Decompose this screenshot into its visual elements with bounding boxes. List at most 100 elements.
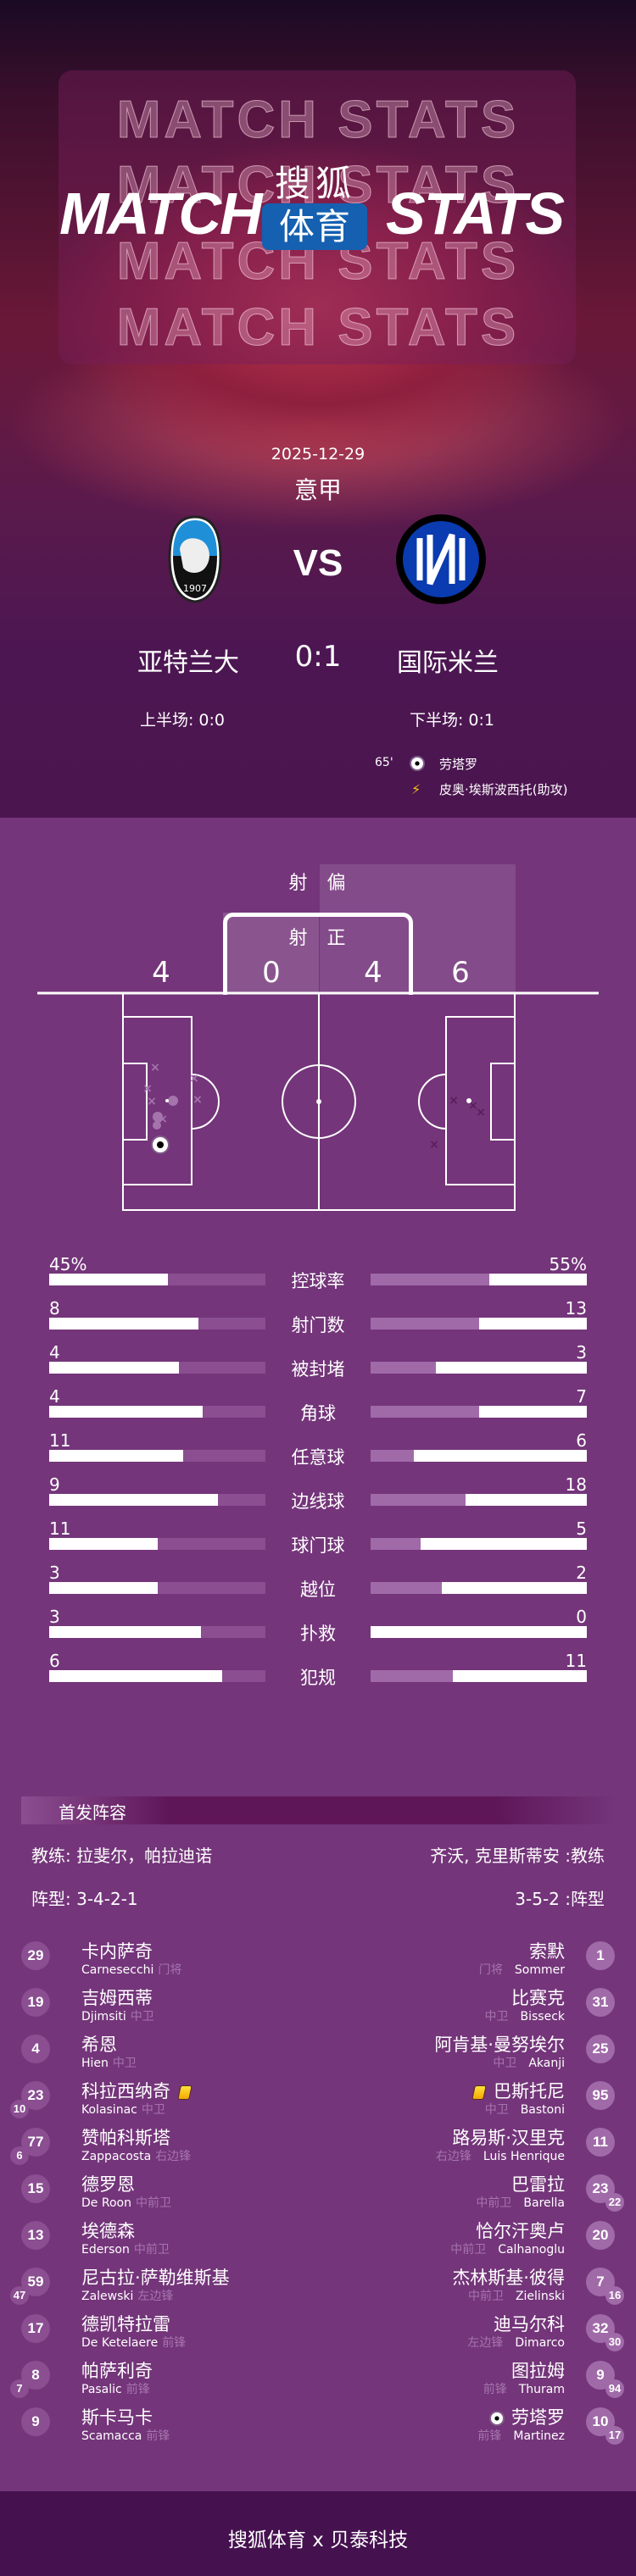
home-stat-value: 11 — [49, 1430, 71, 1451]
player-position: 前锋 — [477, 2429, 502, 2443]
player-latin-name: Djimsiti — [81, 2010, 126, 2024]
player-name-en: Scamacca 前锋 — [81, 2429, 170, 2443]
player-name-cn: 德罗恩 — [81, 2174, 135, 2195]
player-latin-name: Martinez — [513, 2429, 565, 2443]
player-latin-name: Hien — [81, 2057, 109, 2070]
first-half-score: 上半场: 0:0 — [139, 711, 226, 730]
substitute-number: 22 — [605, 2193, 624, 2212]
player-row[interactable]: 59 47 尼古拉·萨勒维斯基 Zalewski 左边锋 — [0, 2268, 636, 2312]
vs-label: VS — [293, 542, 343, 584]
player-name-en: De Roon 中前卫 — [81, 2196, 171, 2210]
ghost-title: MATCH STATS — [116, 298, 520, 358]
player-name-cn: 迪马尔科 — [494, 2314, 565, 2334]
svg-text:1907: 1907 — [183, 583, 207, 594]
player-latin-name: Barella — [523, 2196, 565, 2210]
player-row[interactable]: 4 希恩 Hien 中卫 — [0, 2035, 636, 2079]
player-row[interactable]: 17 德凯特拉雷 De Ketelaere 前锋 — [0, 2314, 636, 2358]
player-name-en: 中前卫 Calhanoglu — [450, 2243, 565, 2257]
home-stat-value: 6 — [49, 1651, 60, 1671]
player-position: 左边锋 — [467, 2336, 504, 2350]
player-position: 中卫 — [141, 2103, 165, 2117]
away-stat-value: 13 — [565, 1298, 587, 1319]
stat-label: 扑救 — [300, 1624, 336, 1644]
player-row[interactable]: 7 16 杰林斯基·彼得 中前卫 Zielinski — [0, 2268, 636, 2312]
player-name-cn: 希恩 — [81, 2035, 117, 2055]
shot-miss-marker: × — [476, 1106, 486, 1119]
player-row[interactable]: 95 巴斯托尼 中卫 Bastoni — [0, 2081, 636, 2125]
player-row[interactable]: 77 6 赞帕科斯塔 Zappacosta 右边锋 — [0, 2128, 636, 2172]
player-latin-name: Calhanoglu — [498, 2243, 565, 2257]
player-row[interactable]: 20 恰尔汗奥卢 中前卫 Calhanoglu — [0, 2221, 636, 2265]
player-row[interactable]: 9 斯卡马卡 Scamacca 前锋 — [0, 2407, 636, 2451]
player-latin-name: Akanji — [528, 2057, 565, 2070]
away-stat-fill — [435, 1362, 587, 1374]
player-number: 11 — [586, 2128, 615, 2157]
player-row[interactable]: 31 比赛克 中卫 Bisseck — [0, 1988, 636, 2032]
player-name-en: 前锋 Martinez — [477, 2429, 565, 2443]
stat-label: 球门球 — [291, 1535, 345, 1556]
hero-banner: MATCH STATS MATCH STATS MATCH STATS MATC… — [0, 0, 636, 818]
lineup-title: 首发阵容 — [59, 1802, 126, 1823]
home-stat-fill — [49, 1274, 169, 1285]
player-latin-name: Kolasinac — [81, 2103, 137, 2117]
player-number: 32 — [586, 2314, 615, 2343]
player-name-en: 右边锋 Luis Henrique — [436, 2150, 565, 2163]
home-stat-value: 3 — [49, 1607, 60, 1627]
player-name-cn: 帕萨利奇 — [81, 2361, 153, 2381]
pitch-diagram: ××××××× ××× — [37, 991, 599, 1211]
match-date: 2025-12-29 — [271, 445, 365, 464]
player-name-text: 尼古拉·萨勒维斯基 — [81, 2268, 230, 2288]
home-stat-fill — [49, 1538, 158, 1550]
away-stat-value: 55% — [549, 1254, 587, 1274]
player-row[interactable]: 9 94 图拉姆 前锋 Thuram — [0, 2361, 636, 2405]
player-name-text: 埃德森 — [81, 2221, 135, 2241]
player-name-en: 左边锋 Dimarco — [467, 2336, 565, 2350]
player-row[interactable]: 13 埃德森 Ederson 中前卫 — [0, 2221, 636, 2265]
player-latin-name: Dimarco — [515, 2336, 565, 2350]
player-name-cn: 吉姆西蒂 — [81, 1988, 153, 2008]
player-name-cn: 劳塔罗 — [489, 2407, 565, 2428]
home-coach: 教练: 拉斐尔，帕拉迪诺 — [31, 1846, 213, 1866]
player-number: 29 — [21, 1941, 50, 1970]
off-target-area — [320, 864, 516, 993]
player-row[interactable]: 10 17 劳塔罗 前锋 Martinez — [0, 2407, 636, 2451]
player-row[interactable]: 23 22 巴雷拉 中前卫 Barella — [0, 2174, 636, 2218]
player-row[interactable]: 32 30 迪马尔科 左边锋 Dimarco — [0, 2314, 636, 2358]
off-target-label: 射 偏 — [288, 873, 353, 894]
player-row[interactable]: 23 10 科拉西纳奇 Kolasinac 中卫 — [0, 2081, 636, 2125]
away-stat-value: 11 — [565, 1651, 587, 1671]
player-name-en: 前锋 Thuram — [483, 2383, 565, 2396]
player-latin-name: Ederson — [81, 2243, 130, 2257]
player-name-text: 图拉姆 — [511, 2361, 565, 2381]
player-name-en: 门将 Sommer — [479, 1963, 565, 1977]
player-row[interactable]: 19 吉姆西蒂 Djimsiti 中卫 — [0, 1988, 636, 2032]
player-row[interactable]: 25 阿肯基·曼努埃尔 中卫 Akanji — [0, 2035, 636, 2079]
home-on-target-area — [223, 913, 319, 993]
player-position: 门将 — [158, 1963, 182, 1977]
player-position: 中前卫 — [133, 2243, 170, 2257]
goal-ball-icon — [151, 1135, 170, 1154]
player-name-cn: 科拉西纳奇 — [81, 2081, 192, 2101]
title-match: MATCH — [59, 180, 263, 247]
home-on-target: 0 — [262, 956, 281, 990]
player-latin-name: Thuram — [518, 2383, 565, 2396]
player-name-cn: 路易斯·汉里克 — [452, 2128, 565, 2148]
player-row[interactable]: 8 7 帕萨利奇 Pasalic 前锋 — [0, 2361, 636, 2405]
shot-miss-marker: × — [192, 1093, 203, 1107]
player-position: 前锋 — [483, 2383, 507, 2396]
title-stats: STATS — [386, 180, 565, 247]
player-name-cn: 卡内萨奇 — [81, 1941, 153, 1962]
substitute-number: 10 — [10, 2100, 29, 2118]
player-latin-name: Scamacca — [81, 2429, 142, 2443]
home-stat-value: 8 — [49, 1298, 60, 1319]
player-row[interactable]: 15 德罗恩 De Roon 中前卫 — [0, 2174, 636, 2218]
player-row[interactable]: 11 路易斯·汉里克右边锋 Luis Henrique — [0, 2128, 636, 2172]
player-name-cn: 斯卡马卡 — [81, 2407, 153, 2428]
player-latin-name: Bisseck — [520, 2010, 566, 2024]
player-name-cn: 恰尔汗奥卢 — [476, 2221, 565, 2241]
player-row[interactable]: 1 索默 门将 Sommer — [0, 1941, 636, 1985]
player-row[interactable]: 29 卡内萨奇 Carnesecchi 门将 — [0, 1941, 636, 1985]
home-stat-value: 45% — [49, 1254, 87, 1274]
substitute-number: 17 — [605, 2426, 624, 2445]
home-stat-value: 3 — [49, 1563, 60, 1583]
